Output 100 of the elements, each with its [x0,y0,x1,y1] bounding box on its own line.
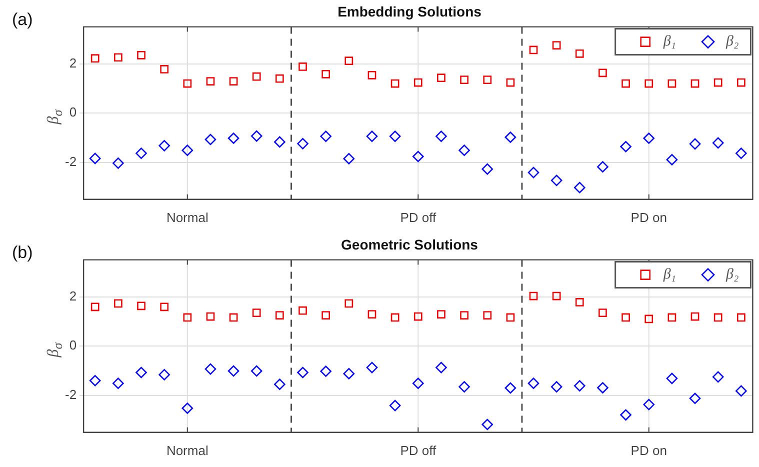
legend-label: β₁ [662,34,676,50]
point [412,150,424,162]
point [90,302,100,312]
point [89,374,101,386]
point [506,78,515,87]
point [436,130,447,142]
y-tick-label: 2 [69,288,77,304]
point [368,310,376,318]
point [529,292,538,300]
point [320,366,332,377]
point [114,53,122,62]
point [575,298,584,306]
point [343,153,355,164]
point [204,134,216,146]
point [504,382,516,394]
point [574,380,586,392]
point [643,132,655,144]
x-tick-label: PD off [400,210,436,225]
point [437,74,446,82]
point [644,314,654,324]
point [668,79,676,88]
point [112,378,124,389]
point [182,402,194,414]
point [620,409,632,421]
point [712,371,724,383]
point [458,144,470,156]
point [414,312,422,321]
point [736,385,747,397]
point [712,137,724,149]
point [689,392,701,404]
point [458,381,470,392]
point [668,313,676,322]
point [229,77,238,86]
point [390,313,400,322]
point [297,138,308,150]
y-tick-label: -2 [64,154,77,169]
point [182,144,194,156]
legend-label: β₂ [725,34,739,50]
point [368,70,376,80]
x-tick-label: PD off [400,442,436,458]
point [437,310,446,318]
point [414,78,422,87]
point [160,65,169,74]
point [366,362,378,374]
point [622,79,630,88]
point [528,166,540,178]
point [90,54,100,63]
point [228,365,240,377]
point [183,79,192,88]
point [689,138,701,150]
point [550,174,562,186]
point [550,381,562,392]
point [322,311,330,320]
point [389,130,401,142]
point [644,79,654,88]
point [504,132,516,143]
point [320,130,332,142]
point [483,311,492,320]
point [114,299,122,308]
point [89,152,101,164]
point [597,382,608,394]
point [529,46,538,54]
legend-label: β₁ [662,266,676,283]
point [137,302,146,310]
point [460,311,468,320]
point [483,76,492,84]
chart-title: Geometric Solutions [341,236,478,252]
point [274,378,286,390]
point [482,418,493,430]
text: (b) [12,243,33,262]
x-tick-label: PD on [630,442,667,458]
point [276,74,284,83]
point [690,312,700,321]
x-tick-label: Normal [166,442,208,458]
point [136,366,147,378]
point [343,368,355,380]
point [158,369,170,380]
point [206,77,215,86]
x-tick-label: PD on [630,210,667,225]
text: (a) [12,10,33,30]
point [552,292,561,300]
point [204,363,216,375]
point [736,148,747,159]
point [552,41,561,50]
point [597,161,608,173]
point [366,130,378,142]
point [714,78,722,87]
point [250,365,262,377]
point [322,70,330,78]
point [252,308,261,317]
point [206,312,215,321]
x-tick-label: Normal [166,210,208,225]
point [229,313,238,322]
point [276,311,284,320]
y-tick-label: 0 [69,338,77,353]
point [666,372,678,384]
chart-title: Embedding Solutions [338,3,482,20]
point [344,299,354,308]
point [506,313,515,322]
point [390,79,400,88]
